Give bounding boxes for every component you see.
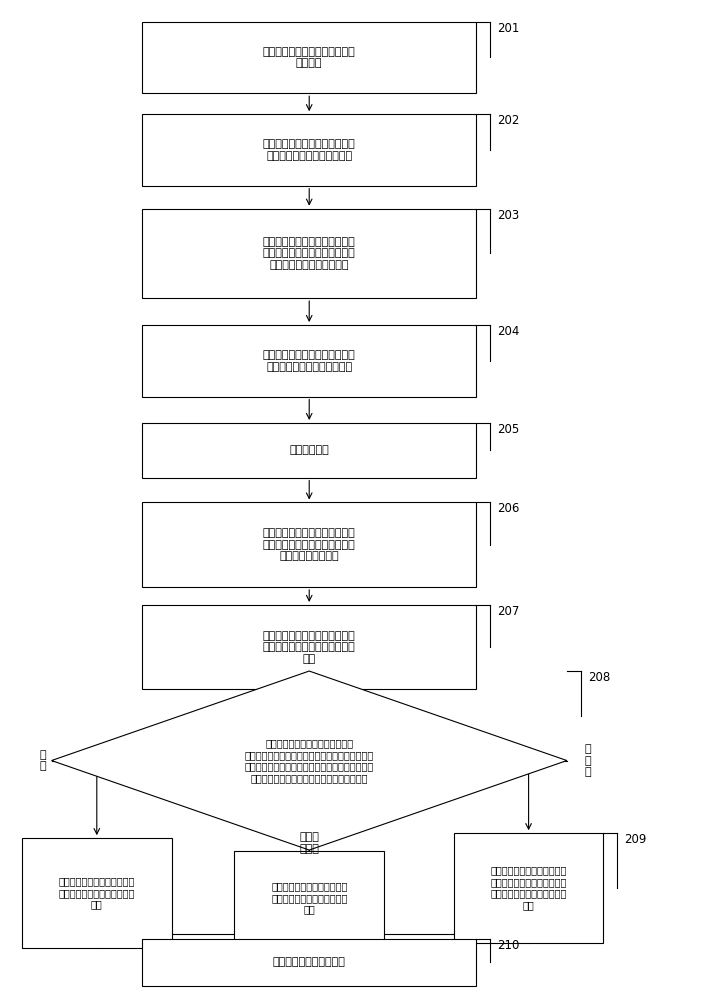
Text: 209: 209	[624, 833, 647, 846]
Text: 205: 205	[497, 423, 519, 436]
FancyBboxPatch shape	[142, 325, 477, 397]
Text: 采用所述通过图像预测算法获
取所述初始帧组中各个图像帧
中目标在其下一帧图像的检测
信息: 采用所述通过图像预测算法获 取所述初始帧组中各个图像帧 中目标在其下一帧图像的检…	[491, 865, 567, 910]
FancyBboxPatch shape	[142, 605, 477, 689]
Text: 204: 204	[497, 325, 519, 338]
Text: 两者都
不匹配: 两者都 不匹配	[299, 832, 319, 854]
FancyBboxPatch shape	[453, 833, 604, 943]
FancyBboxPatch shape	[142, 939, 477, 986]
FancyBboxPatch shape	[22, 838, 172, 948]
Text: 初始帧组的下一帧组中各个图
像帧中目标的检测信息及其置
信度: 初始帧组的下一帧组中各个图 像帧中目标的检测信息及其置 信度	[58, 876, 135, 909]
Text: 201: 201	[497, 22, 519, 35]
FancyBboxPatch shape	[142, 502, 477, 587]
Polygon shape	[51, 671, 567, 850]
Text: 初始帧组的下一帧组中各个图
像帧中目标的检测信息及其置
信度: 初始帧组的下一帧组中各个图 像帧中目标的检测信息及其置 信度	[271, 881, 347, 914]
Text: 获取初始帧组中各个图像帧中目
标的检测信息及其对应置信度: 获取初始帧组中各个图像帧中目 标的检测信息及其对应置信度	[263, 350, 356, 372]
Text: 判断所述初始帧组中各个图像帧中
目标在其下一帧图像的检测信息与所述图像预测算
法获取所述初始帧组中各个图像帧中目标在其下一
帧图像的检测信息是否在所述匹配阈值范: 判断所述初始帧组中各个图像帧中 目标在其下一帧图像的检测信息与所述图像预测算 法…	[244, 738, 374, 783]
FancyBboxPatch shape	[142, 209, 477, 298]
Text: 210: 210	[497, 939, 519, 952]
Text: 不
匹
配: 不 匹 配	[585, 744, 591, 777]
Text: 203: 203	[497, 209, 519, 222]
FancyBboxPatch shape	[142, 22, 477, 93]
Text: 获取待检测图像帧组；所述待检
测图像帧组包括至少一帧图像: 获取待检测图像帧组；所述待检 测图像帧组包括至少一帧图像	[263, 139, 356, 161]
FancyBboxPatch shape	[142, 114, 477, 186]
Text: 获取初始帧组的下一帧组中各个
图像帧中目标的检测信息及其置
信度: 获取初始帧组的下一帧组中各个 图像帧中目标的检测信息及其置 信度	[263, 631, 356, 664]
Text: 206: 206	[497, 502, 519, 515]
FancyBboxPatch shape	[142, 423, 477, 478]
Text: 207: 207	[497, 605, 519, 618]
Text: 获取所述目标的轨迹集合: 获取所述目标的轨迹集合	[273, 957, 345, 967]
Text: 根据所述图像采集区域块及其对
应的检测模型，对所述待检测图
像帧组中的图像帧进行检测: 根据所述图像采集区域块及其对 应的检测模型，对所述待检测图 像帧组中的图像帧进行…	[263, 237, 356, 270]
Text: 匹
配: 匹 配	[40, 750, 46, 771]
Text: 获取匹配阈值: 获取匹配阈值	[289, 445, 329, 455]
Text: 预置图像采集区域块及其对应的
检测模型: 预置图像采集区域块及其对应的 检测模型	[263, 47, 356, 68]
Text: 通过图像预测算法获取所述初始
帧组中各个图像帧中目标在其下
一帧图像的检测信息: 通过图像预测算法获取所述初始 帧组中各个图像帧中目标在其下 一帧图像的检测信息	[263, 528, 356, 561]
Text: 202: 202	[497, 114, 519, 127]
Text: 208: 208	[588, 671, 610, 684]
FancyBboxPatch shape	[234, 851, 384, 945]
